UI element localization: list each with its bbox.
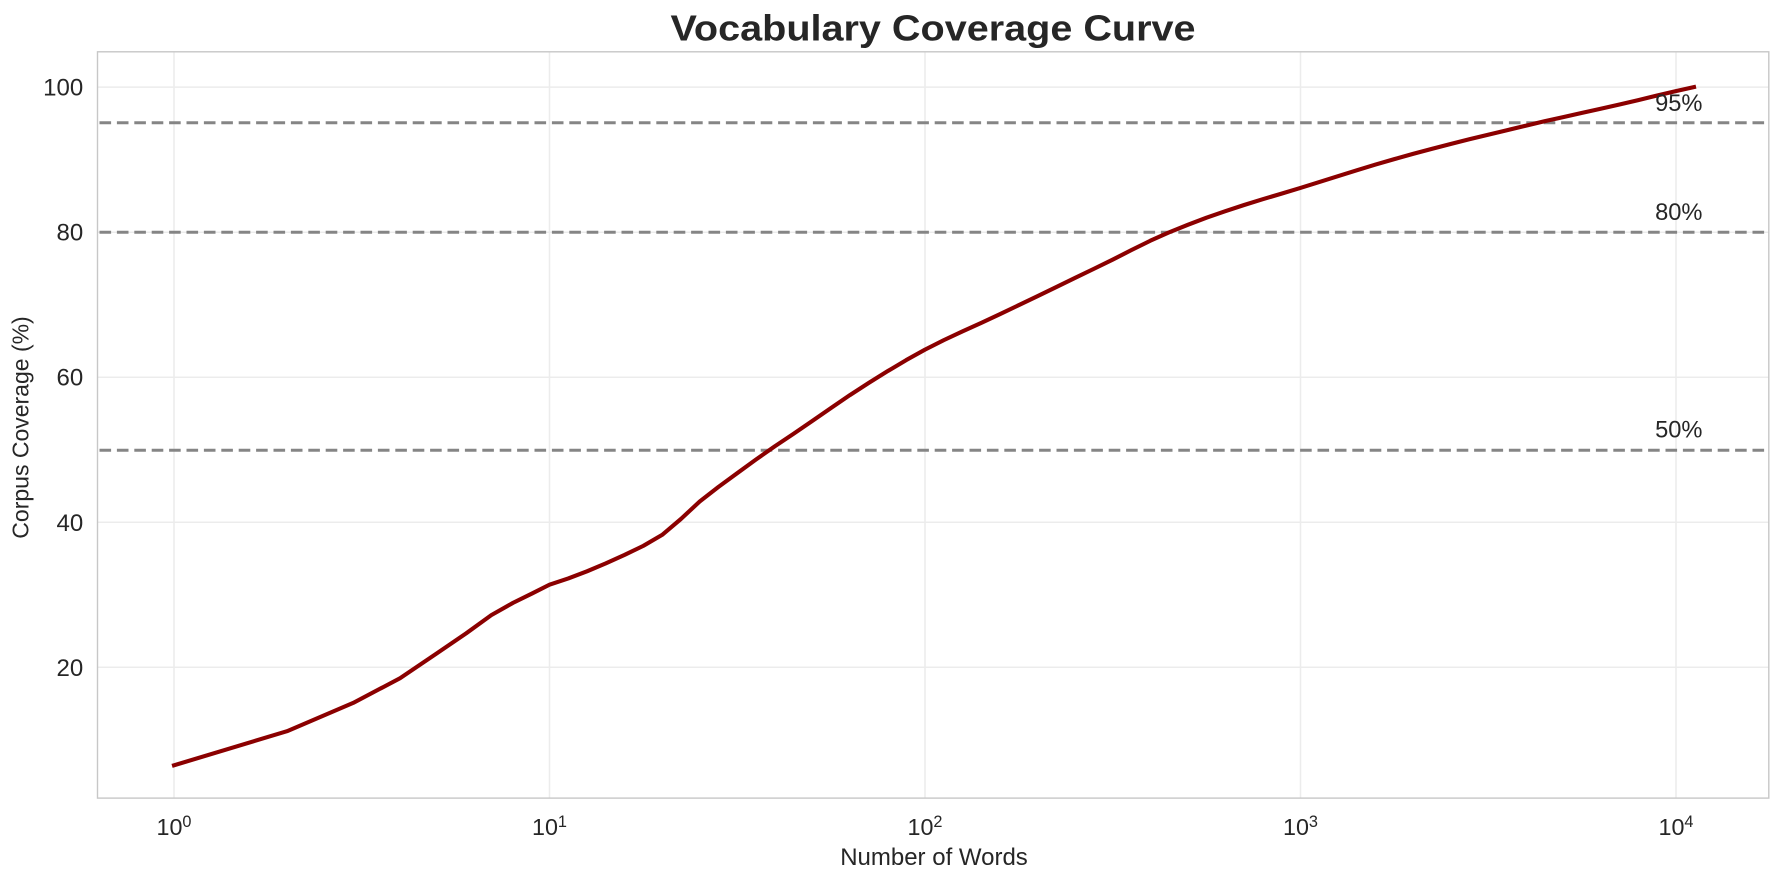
svg-text:102: 102 [908, 813, 943, 840]
svg-text:50%: 50% [1655, 418, 1702, 444]
svg-text:Vocabulary Coverage Curve: Vocabulary Coverage Curve [670, 9, 1195, 49]
svg-text:20: 20 [56, 655, 83, 682]
svg-text:Number of Words: Number of Words [840, 844, 1028, 871]
svg-text:95%: 95% [1655, 91, 1702, 117]
svg-text:101: 101 [532, 813, 567, 840]
svg-text:Corpus Coverage (%): Corpus Coverage (%) [8, 316, 34, 538]
svg-text:103: 103 [1283, 813, 1318, 840]
svg-text:100: 100 [157, 813, 192, 840]
svg-text:80: 80 [56, 220, 83, 247]
svg-text:40: 40 [56, 510, 83, 537]
svg-text:60: 60 [56, 365, 83, 392]
svg-text:104: 104 [1659, 813, 1694, 840]
svg-text:100: 100 [43, 75, 83, 102]
svg-text:80%: 80% [1655, 200, 1702, 226]
